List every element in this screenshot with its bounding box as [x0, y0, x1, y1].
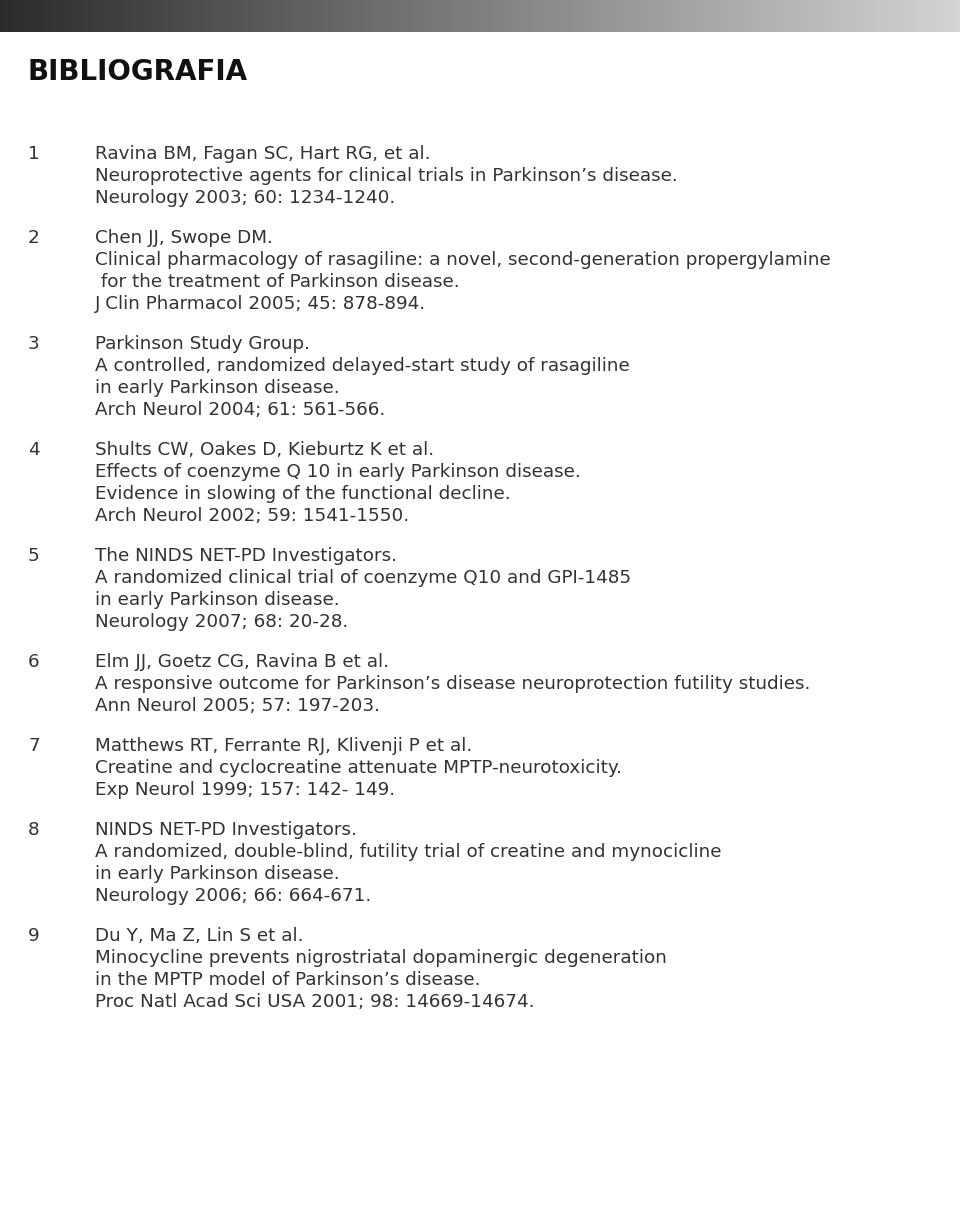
Text: Proc Natl Acad Sci USA 2001; 98: 14669-14674.: Proc Natl Acad Sci USA 2001; 98: 14669-1… [95, 993, 535, 1011]
Text: in the MPTP model of Parkinson’s disease.: in the MPTP model of Parkinson’s disease… [95, 971, 481, 989]
Text: A randomized, double-blind, futility trial of creatine and mynocicline: A randomized, double-blind, futility tri… [95, 843, 722, 861]
Text: Minocycline prevents nigrostriatal dopaminergic degeneration: Minocycline prevents nigrostriatal dopam… [95, 949, 667, 967]
Text: 2: 2 [28, 229, 39, 247]
Text: Neurology 2003; 60: 1234-1240.: Neurology 2003; 60: 1234-1240. [95, 189, 396, 207]
Text: 9: 9 [28, 927, 39, 946]
Text: 7: 7 [28, 737, 39, 755]
Text: Shults CW, Oakes D, Kieburtz K et al.: Shults CW, Oakes D, Kieburtz K et al. [95, 441, 434, 459]
Text: Creatine and cyclocreatine attenuate MPTP-neurotoxicity.: Creatine and cyclocreatine attenuate MPT… [95, 759, 622, 777]
Text: BIBLIOGRAFIA: BIBLIOGRAFIA [28, 58, 248, 86]
Text: J Clin Pharmacol 2005; 45: 878-894.: J Clin Pharmacol 2005; 45: 878-894. [95, 295, 426, 314]
Text: Neurology 2006; 66: 664-671.: Neurology 2006; 66: 664-671. [95, 886, 372, 904]
Text: Neurology 2007; 68: 20-28.: Neurology 2007; 68: 20-28. [95, 613, 348, 631]
Text: for the treatment of Parkinson disease.: for the treatment of Parkinson disease. [95, 273, 460, 291]
Text: A controlled, randomized delayed-start study of rasagiline: A controlled, randomized delayed-start s… [95, 357, 630, 375]
Text: Exp Neurol 1999; 157: 142- 149.: Exp Neurol 1999; 157: 142- 149. [95, 781, 396, 800]
Text: Parkinson Study Group.: Parkinson Study Group. [95, 335, 310, 353]
Text: The NINDS NET-PD Investigators.: The NINDS NET-PD Investigators. [95, 548, 397, 564]
Text: 4: 4 [28, 441, 39, 459]
Text: 6: 6 [28, 652, 39, 671]
Text: Ann Neurol 2005; 57: 197-203.: Ann Neurol 2005; 57: 197-203. [95, 697, 380, 715]
Text: in early Parkinson disease.: in early Parkinson disease. [95, 591, 340, 609]
Text: Evidence in slowing of the functional decline.: Evidence in slowing of the functional de… [95, 485, 511, 503]
Text: 5: 5 [28, 548, 39, 564]
Text: Arch Neurol 2002; 59: 1541-1550.: Arch Neurol 2002; 59: 1541-1550. [95, 507, 409, 525]
Text: Ravina BM, Fagan SC, Hart RG, et al.: Ravina BM, Fagan SC, Hart RG, et al. [95, 145, 430, 163]
Text: Clinical pharmacology of rasagiline: a novel, second-generation propergylamine: Clinical pharmacology of rasagiline: a n… [95, 251, 830, 269]
Text: Du Y, Ma Z, Lin S et al.: Du Y, Ma Z, Lin S et al. [95, 927, 303, 946]
Text: Chen JJ, Swope DM.: Chen JJ, Swope DM. [95, 229, 273, 247]
Text: Elm JJ, Goetz CG, Ravina B et al.: Elm JJ, Goetz CG, Ravina B et al. [95, 652, 389, 671]
Text: NINDS NET-PD Investigators.: NINDS NET-PD Investigators. [95, 821, 357, 839]
Text: 8: 8 [28, 821, 39, 839]
Text: A responsive outcome for Parkinson’s disease neuroprotection futility studies.: A responsive outcome for Parkinson’s dis… [95, 675, 810, 693]
Text: Neuroprotective agents for clinical trials in Parkinson’s disease.: Neuroprotective agents for clinical tria… [95, 166, 678, 185]
Text: 1: 1 [28, 145, 39, 163]
Text: Effects of coenzyme Q 10 in early Parkinson disease.: Effects of coenzyme Q 10 in early Parkin… [95, 463, 581, 481]
Text: 3: 3 [28, 335, 39, 353]
Text: Matthews RT, Ferrante RJ, Klivenji P et al.: Matthews RT, Ferrante RJ, Klivenji P et … [95, 737, 472, 755]
Text: Arch Neurol 2004; 61: 561-566.: Arch Neurol 2004; 61: 561-566. [95, 402, 385, 418]
Text: in early Parkinson disease.: in early Parkinson disease. [95, 379, 340, 397]
Text: A randomized clinical trial of coenzyme Q10 and GPI-1485: A randomized clinical trial of coenzyme … [95, 569, 631, 587]
Text: in early Parkinson disease.: in early Parkinson disease. [95, 865, 340, 883]
